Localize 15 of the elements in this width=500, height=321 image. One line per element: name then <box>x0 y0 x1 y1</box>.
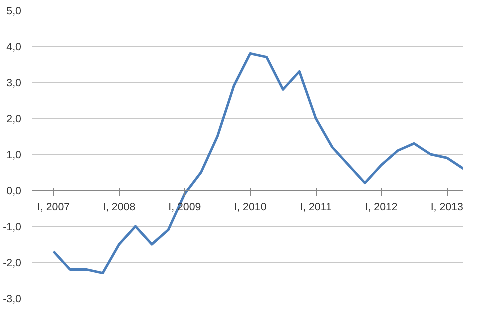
y-tick-label: 0,0 <box>6 186 22 198</box>
y-tick-label: -2,0 <box>3 258 22 270</box>
y-tick-label: 5,0 <box>6 6 22 18</box>
x-tick-label: I, 2008 <box>103 202 136 214</box>
y-tick-label: -3,0 <box>3 294 22 306</box>
x-tick-label: I, 2012 <box>365 202 398 214</box>
x-tick-label: I, 2010 <box>234 202 267 214</box>
x-tick-label: I, 2007 <box>38 202 70 214</box>
y-tick-label: 1,0 <box>6 150 22 162</box>
x-tick-label: I, 2013 <box>430 202 464 214</box>
y-tick-label: 3,0 <box>6 78 22 90</box>
y-tick-label: 2,0 <box>6 114 22 126</box>
x-tick-label: I, 2011 <box>300 202 332 214</box>
y-tick-label: 4,0 <box>6 42 22 54</box>
y-tick-label: -1,0 <box>3 222 22 234</box>
